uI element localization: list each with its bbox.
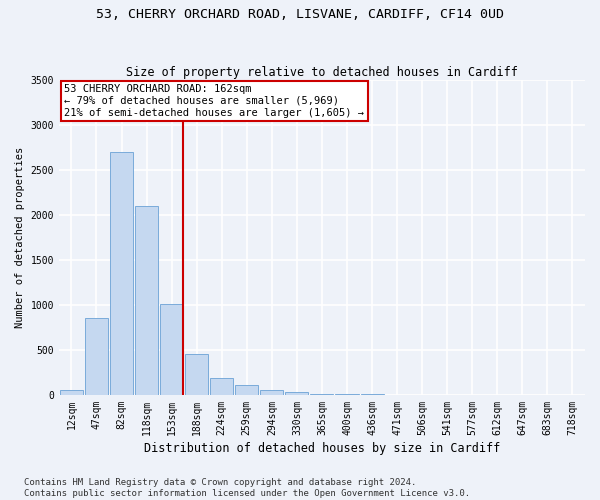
- Text: Contains HM Land Registry data © Crown copyright and database right 2024.
Contai: Contains HM Land Registry data © Crown c…: [24, 478, 470, 498]
- Bar: [210, 378, 233, 395]
- Bar: [310, 394, 334, 395]
- Text: 53 CHERRY ORCHARD ROAD: 162sqm
← 79% of detached houses are smaller (5,969)
21% : 53 CHERRY ORCHARD ROAD: 162sqm ← 79% of …: [64, 84, 364, 117]
- Bar: [60, 390, 83, 395]
- Bar: [260, 390, 283, 395]
- Bar: [160, 304, 183, 395]
- Text: 53, CHERRY ORCHARD ROAD, LISVANE, CARDIFF, CF14 0UD: 53, CHERRY ORCHARD ROAD, LISVANE, CARDIF…: [96, 8, 504, 20]
- Bar: [110, 152, 133, 395]
- Bar: [135, 206, 158, 395]
- Bar: [235, 385, 259, 395]
- Bar: [286, 392, 308, 395]
- Title: Size of property relative to detached houses in Cardiff: Size of property relative to detached ho…: [126, 66, 518, 78]
- X-axis label: Distribution of detached houses by size in Cardiff: Distribution of detached houses by size …: [144, 442, 500, 455]
- Y-axis label: Number of detached properties: Number of detached properties: [15, 146, 25, 328]
- Bar: [185, 354, 208, 395]
- Bar: [85, 318, 108, 395]
